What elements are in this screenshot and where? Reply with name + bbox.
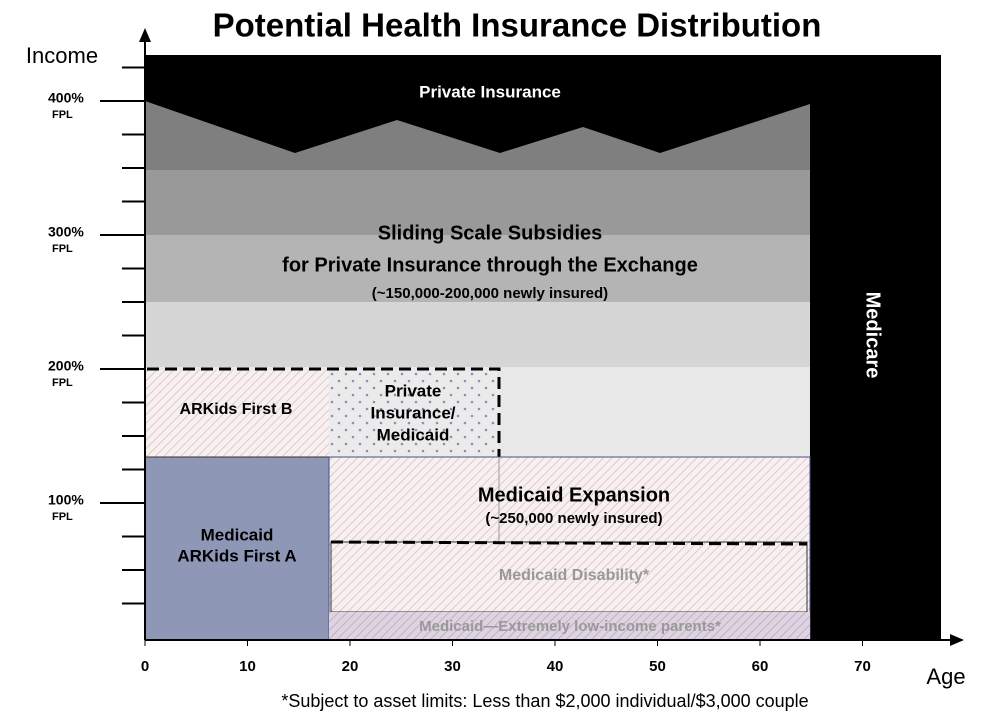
y-tick-unit: FPL (52, 377, 73, 389)
region-label: Medicare (862, 292, 884, 379)
region-label: (~150,000-200,000 newly insured) (372, 285, 608, 302)
region-label: Medicaid Expansion (478, 484, 670, 506)
region-label: ARKids First B (180, 401, 293, 418)
y-tick-label: 300% (48, 224, 84, 240)
y-tick-label: 400% (48, 90, 84, 106)
x-tick-label: 20 (342, 658, 359, 675)
footnote: *Subject to asset limits: Less than $2,0… (281, 691, 808, 711)
region-label: (~250,000 newly insured) (485, 510, 662, 527)
regions (144, 55, 941, 641)
x-tick-label: 60 (752, 658, 769, 675)
y-tick-label: 100% (48, 492, 84, 508)
x-tick-label: 40 (547, 658, 564, 675)
title: Potential Health Insurance Distribution (213, 7, 822, 44)
y-tick-unit: FPL (52, 109, 73, 121)
x-tick-label: 10 (239, 658, 256, 675)
x-axis-label: Age (926, 664, 965, 689)
disability-region (330, 541, 808, 613)
region-label: ARKids First A (177, 546, 296, 565)
private-region (145, 55, 810, 153)
y-axis-label: Income (26, 43, 98, 68)
band (145, 170, 810, 235)
parents-region (329, 612, 810, 640)
arkids-b-region (145, 370, 329, 457)
x-arrow (950, 634, 964, 646)
region-label: for Private Insurance through the Exchan… (282, 254, 698, 276)
x-tick-label: 50 (649, 658, 666, 675)
medicare-region (810, 55, 941, 640)
y-arrow (139, 28, 151, 42)
region-label: Sliding Scale Subsidies (378, 222, 603, 244)
x-tick-label: 30 (444, 658, 461, 675)
x-tick-label: 70 (854, 658, 871, 675)
y-tick-unit: FPL (52, 243, 73, 255)
dashed-border (330, 540, 808, 546)
region-label: Insurance/ (370, 403, 455, 422)
private-medicaid-region (329, 370, 499, 457)
band (145, 302, 810, 367)
region-label: Medicaid (201, 525, 274, 544)
band (145, 235, 810, 302)
region-label: Medicaid Disability* (499, 567, 650, 584)
region-label: Private Insurance (419, 82, 561, 101)
x-tick-label: 0 (141, 658, 149, 675)
region-label: Private (385, 381, 442, 400)
region-label: Medicaid—Extremely low-income parents* (419, 618, 721, 635)
dashed-border (147, 367, 501, 457)
y-tick-label: 200% (48, 358, 84, 374)
region-label: Medicaid (377, 425, 450, 444)
y-tick-unit: FPL (52, 511, 73, 523)
axes (139, 28, 964, 646)
